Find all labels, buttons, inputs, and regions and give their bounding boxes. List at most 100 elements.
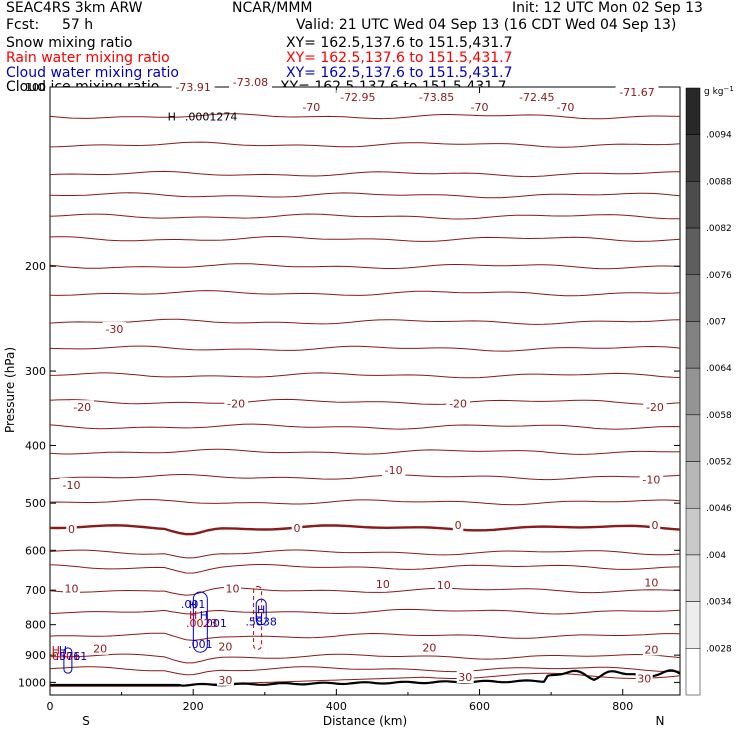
contour-label-bg: [420, 640, 438, 654]
contour-label-bg: [228, 74, 272, 88]
contour-label-bg: [381, 463, 406, 477]
model-name: SEAC4RS 3km ARW: [6, 0, 143, 16]
contour-label-bg: [446, 396, 470, 410]
temperature-contour-line: [49, 141, 681, 148]
temperature-contour-label: -10: [642, 473, 660, 486]
maximum-marker: H: [189, 609, 197, 622]
colorbar-label: .0034: [706, 598, 732, 608]
temperature-contour-line: [49, 170, 680, 178]
contour-label-bg: [66, 522, 77, 536]
contour-label-bg: [299, 99, 324, 113]
colorbar-bin: [685, 134, 701, 182]
field-cloud-water-xy: XY= 162.5,137.6 to 151.5,431.7: [286, 65, 513, 81]
contour-label-bg: [70, 400, 94, 414]
contour-label-bg: [374, 576, 392, 590]
temperature-contour-line: [49, 423, 681, 430]
temperature-contour-line: [49, 524, 681, 536]
temperature-contour-line: [50, 672, 681, 687]
contour-label-bg: [639, 472, 664, 486]
colorbar-bin: [685, 461, 701, 509]
temperature-contour-line: [49, 290, 681, 297]
north-end-label: N: [656, 714, 665, 728]
x-tick-label: 800: [612, 700, 633, 713]
contour-label-bg: [467, 99, 492, 113]
south-end-label: S: [82, 714, 90, 728]
colorbar-bin: [685, 601, 701, 649]
temperature-contour-label: 10: [376, 578, 390, 591]
contour-label-bg: [415, 90, 459, 104]
y-tick-label: 100: [25, 81, 46, 94]
y-tick-label: 400: [25, 439, 46, 452]
maximum-marker: H: [255, 611, 263, 624]
init-time: Init: 12 UTC Mon 02 Sep 13: [512, 0, 703, 16]
x-tick-label: 600: [469, 700, 490, 713]
plot-border: [49, 86, 681, 696]
contour-label-bg: [91, 641, 109, 655]
temperature-contour-label: 10: [226, 582, 240, 595]
temperature-contour-label: -30: [105, 323, 123, 336]
x-tick-label: 0: [47, 700, 54, 713]
temperature-contour-line: [49, 372, 681, 379]
temperature-contour-label: 0: [68, 523, 75, 536]
colorbar-bin: [685, 367, 701, 416]
temperature-contour-line: [49, 398, 681, 405]
temperature-contour-label: 10: [644, 576, 658, 589]
temperature-contour-label: 20: [218, 640, 232, 653]
colorbar-label: .007: [706, 317, 726, 327]
temperature-contour-line: [49, 632, 681, 641]
field-snow-name: Snow mixing ratio: [6, 35, 133, 51]
temperature-contour-label: -10: [385, 464, 403, 477]
contour-label-bg: [643, 400, 667, 414]
contour-label-bg: [216, 672, 234, 686]
temperature-contour-label: -20: [73, 401, 91, 414]
temperature-contour-label: -73.85: [419, 91, 454, 104]
temperature-contour-label: -70: [471, 101, 489, 114]
contour-label-bg: [635, 671, 653, 685]
fcst-label: Fcst:: [6, 17, 40, 33]
maximum-marker: H: [52, 644, 60, 657]
colorbar-unit-text: g kg: [704, 87, 724, 97]
mixing-ratio-label: .0001274: [185, 110, 238, 123]
y-tick-label: 500: [25, 497, 46, 510]
temperature-contour-line: [49, 549, 681, 559]
colorbar-label: .0052: [706, 458, 732, 468]
temperature-contour-label: 20: [422, 641, 436, 654]
contour-label-bg: [291, 520, 303, 534]
field-snow-xy: XY= 162.5,137.6 to 151.5,431.7: [286, 35, 513, 51]
contour-label-bg: [515, 90, 559, 104]
contour-label-bg: [435, 577, 453, 591]
temperature-contour-label: -20: [646, 401, 664, 414]
temperature-contour-label: 0: [293, 522, 300, 535]
temperature-contour-line: [49, 608, 681, 615]
colorbar-bin: [685, 414, 701, 462]
temperature-contour-line: [49, 263, 681, 270]
contour-label-bg: [102, 322, 127, 336]
temperature-contour-label: -70: [302, 101, 320, 114]
temperature-contour-line: [49, 587, 681, 596]
contour-label-bg: [62, 581, 80, 595]
contour-label-bg: [224, 581, 242, 595]
hydrometeor-contour: [253, 585, 263, 650]
temperature-contour-line: [49, 448, 681, 455]
colorbar-unit-exponent: −1: [724, 85, 734, 93]
y-tick-label: 300: [25, 365, 46, 378]
y-tick-label: 1000: [18, 676, 46, 689]
colorbar-label: .0076: [706, 271, 732, 281]
maximum-marker: H: [257, 604, 265, 617]
colorbar: .0094 .0088 .0082 .0076 .007 .0064 .0058 .0052.…: [685, 87, 732, 696]
temperature-contour-line: [49, 236, 681, 242]
temperature-contour-label: 20: [93, 643, 107, 656]
field-rain-name: Rain water mixing ratio: [6, 50, 170, 66]
temperature-contour-label: 0: [651, 519, 658, 532]
hydrometeor-contour: [192, 591, 208, 653]
colorbar-label: .0058: [706, 411, 732, 421]
temperature-contour-label: -73.91: [175, 81, 210, 94]
temperature-contour-line: [49, 113, 681, 120]
colorbar-bin: [685, 321, 701, 369]
temperature-contour-line: [49, 474, 681, 481]
temperature-contour-line: [49, 499, 681, 506]
temperature-contour-label: -71.67: [619, 86, 654, 99]
temperature-contour-label: 30: [458, 671, 472, 684]
plot-frame: [49, 86, 681, 696]
